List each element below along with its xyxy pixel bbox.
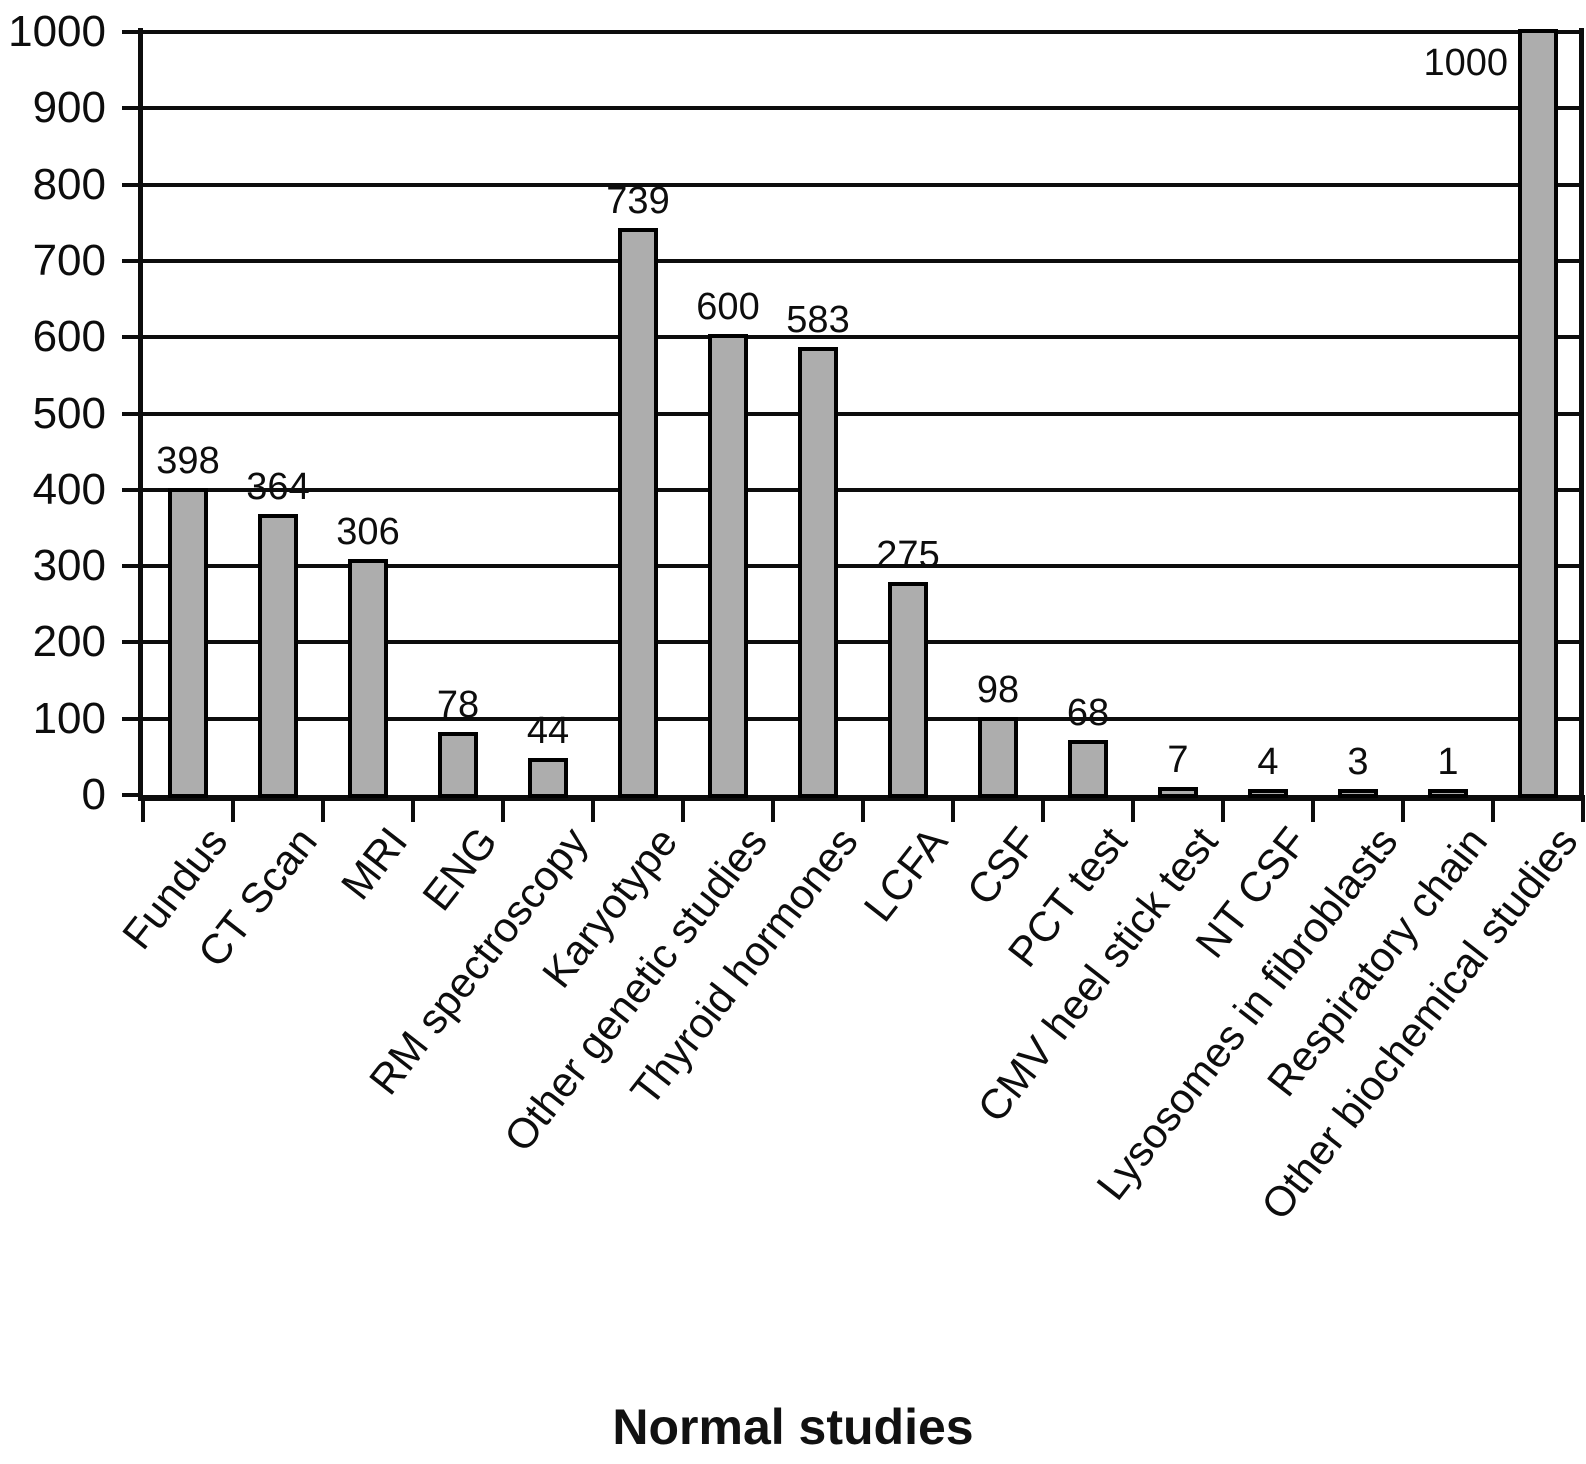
bar-value-label: 78 <box>436 684 480 727</box>
x-axis-tick-label-text: MRI <box>331 818 417 908</box>
bar-value-label: 44 <box>526 710 570 753</box>
bar-value-label: 98 <box>976 669 1020 712</box>
x-axis-tick <box>411 795 415 822</box>
bar <box>438 732 478 798</box>
y-axis-tick-label: 100 <box>32 693 106 743</box>
bar <box>1248 788 1288 798</box>
x-axis-tick <box>141 795 145 822</box>
x-axis-tick <box>1491 795 1495 822</box>
y-axis-tick-label: 1000 <box>8 7 106 56</box>
y-axis-line <box>138 28 143 801</box>
y-axis-tick <box>122 30 143 34</box>
x-axis-tick <box>861 795 865 822</box>
y-axis-tick-label: 600 <box>32 312 106 362</box>
x-axis-tick <box>771 795 775 822</box>
bar-value-label: 583 <box>786 299 850 342</box>
x-axis-tick <box>1221 795 1225 822</box>
bar-value-label: 3 <box>1347 741 1369 783</box>
bar <box>888 582 928 798</box>
y-axis-tick <box>122 258 143 263</box>
bar <box>168 488 208 798</box>
x-axis-tick <box>1581 795 1585 822</box>
y-axis-tick-label: 400 <box>32 464 106 514</box>
x-axis-tick <box>681 795 685 822</box>
bar <box>978 717 1018 798</box>
gridline <box>143 106 1583 111</box>
bar-value-label: 68 <box>1066 692 1110 735</box>
bar-value-label: 1000 <box>1423 42 1508 84</box>
x-axis-tick-label-text: LCFA <box>854 818 957 931</box>
y-axis-tick-label: 200 <box>32 617 106 667</box>
x-axis-tick <box>951 795 955 822</box>
y-axis-tick-label: 700 <box>32 235 106 285</box>
x-axis-tick <box>591 795 595 822</box>
y-axis-tick <box>122 793 143 797</box>
bar <box>708 334 748 798</box>
bar-value-label: 4 <box>1257 740 1279 783</box>
bar <box>798 347 838 798</box>
bar <box>348 558 388 798</box>
gridline <box>143 640 1583 645</box>
x-axis-title: Normal studies <box>612 1399 974 1455</box>
x-axis-tick <box>1311 795 1315 822</box>
bar <box>1338 789 1378 798</box>
bar-value-label: 7 <box>1167 738 1189 781</box>
bar <box>1518 29 1558 798</box>
bar <box>258 514 298 798</box>
bar-value-label: 600 <box>696 286 760 329</box>
y-axis-tick <box>122 182 143 187</box>
x-axis-tick <box>231 795 235 822</box>
x-axis-tick-label-text: CSF <box>957 818 1047 914</box>
bar-value-label: 1 <box>1437 741 1459 783</box>
gridline <box>143 258 1583 263</box>
bar-value-label: 306 <box>336 510 400 553</box>
x-axis-tick <box>501 795 505 822</box>
gridline <box>143 335 1583 340</box>
bar <box>618 228 658 798</box>
y-axis-tick-label: 900 <box>32 83 106 133</box>
y-axis-tick-label: 500 <box>32 388 106 438</box>
x-axis-tick <box>1401 795 1405 822</box>
plot-right-border <box>1579 28 1584 801</box>
y-axis-tick <box>122 335 143 340</box>
gridline <box>143 716 1583 721</box>
bar-value-label: 364 <box>246 466 310 509</box>
y-axis-tick <box>122 487 143 492</box>
y-axis-tick <box>122 640 143 645</box>
bar <box>1428 789 1468 798</box>
x-axis-tick <box>1131 795 1135 822</box>
y-axis-tick <box>122 106 143 111</box>
gridline <box>143 182 1583 187</box>
y-axis-tick-label: 300 <box>32 541 106 591</box>
bar-value-label: 739 <box>606 180 670 223</box>
bar <box>528 758 568 798</box>
gridline <box>143 487 1583 492</box>
x-axis-tick <box>321 795 325 822</box>
x-axis-tick <box>1041 795 1045 822</box>
gridline <box>143 30 1583 34</box>
bar <box>1068 740 1108 798</box>
y-axis-tick-label: 800 <box>32 159 106 209</box>
gridline <box>143 411 1583 416</box>
bar-value-label: 398 <box>156 440 220 483</box>
bar <box>1158 786 1198 798</box>
gridline <box>143 564 1583 569</box>
bar-value-label: 275 <box>876 534 940 577</box>
y-axis-tick-label: 0 <box>81 770 106 819</box>
y-axis-tick <box>122 564 143 569</box>
y-axis-tick <box>122 411 143 416</box>
y-axis-tick <box>122 716 143 721</box>
